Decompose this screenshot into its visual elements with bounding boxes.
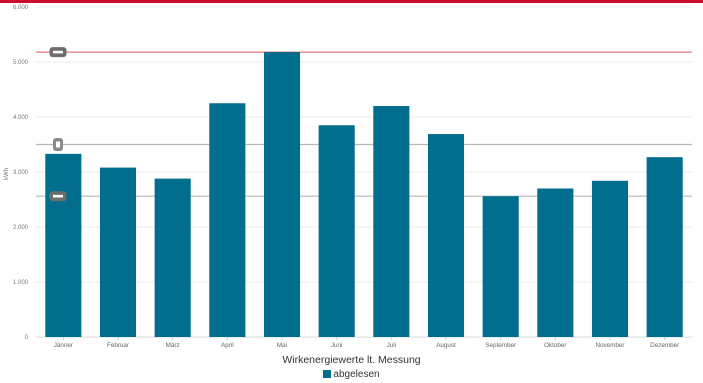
reference-line-handle[interactable] [53, 138, 63, 151]
bar [537, 188, 574, 337]
x-tick-label: April [221, 342, 234, 349]
handle-grip [53, 194, 63, 198]
bar [263, 52, 301, 337]
y-tick-label: 5.000 [13, 60, 29, 66]
x-tick-label: Dezember [650, 342, 679, 349]
y-tick-label: 3.000 [13, 170, 29, 176]
reference-line-handle[interactable] [49, 47, 67, 58]
y-tick-label: 0 [25, 335, 29, 341]
bars [45, 52, 683, 337]
x-tick-label: Juli [387, 342, 396, 349]
grid-lines [36, 6, 692, 338]
legend-swatch [323, 370, 332, 378]
legend-label: abgelesen [333, 369, 380, 380]
reference-handles [49, 47, 67, 202]
x-tick-label: September [485, 342, 516, 349]
x-tick-label: März [166, 342, 180, 349]
bar [318, 125, 355, 337]
bar [45, 153, 82, 337]
x-tick-label: Mai [277, 342, 287, 349]
x-tick-label: November [595, 342, 624, 349]
reference-line-handle[interactable] [49, 191, 67, 202]
bar [646, 157, 683, 337]
bar [154, 178, 191, 337]
x-axis-title: Wirkenergiewerte lt. Messung [282, 354, 421, 366]
x-axis-ticks: Jänner Februar März April Mai Juni Juli August S… [54, 337, 679, 349]
x-tick-label: Februar [107, 342, 129, 349]
reference-lines [36, 51, 692, 197]
bar [209, 103, 246, 337]
handle-grip [56, 141, 60, 148]
handle-grip [53, 50, 63, 54]
y-tick-label: 6.000 [13, 5, 29, 11]
bar [99, 167, 137, 337]
legend[interactable]: abgelesen [0, 369, 703, 380]
x-tick-label: August [436, 342, 456, 349]
y-tick-label: 4.000 [13, 115, 29, 121]
bar [591, 180, 629, 337]
y-axis-ticks: 0 1.000 2.000 3.000 4.000 5.000 6.000 [13, 5, 29, 341]
x-tick-label: Juni [331, 342, 343, 349]
bar [427, 134, 465, 337]
bar [373, 106, 410, 337]
x-tick-label: Jänner [54, 342, 73, 349]
y-tick-label: 1.000 [13, 280, 29, 286]
y-tick-label: 2.000 [13, 225, 29, 231]
y-axis-label: kWh [4, 168, 10, 180]
top-accent-bar [0, 0, 703, 3]
bar [482, 196, 519, 337]
x-tick-label: Oktober [544, 342, 566, 349]
